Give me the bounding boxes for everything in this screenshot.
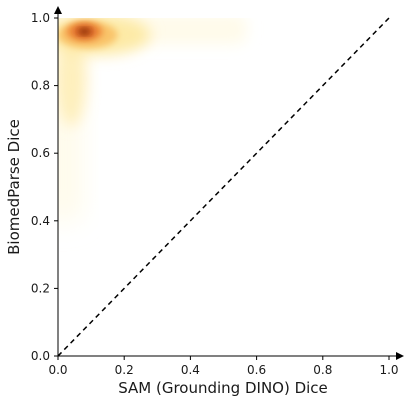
x-tick-label-1: 0.2	[115, 363, 134, 377]
y-tick-label-2: 0.4	[31, 214, 50, 228]
x-tick-label-0: 0.0	[48, 363, 67, 377]
diagonal-reference-line	[57, 17, 390, 357]
density-layer	[58, 18, 247, 221]
x-tick-label-2: 0.4	[181, 363, 200, 377]
x-tick-label-3: 0.6	[247, 363, 266, 377]
y-axis-title: BiomedParse Dice	[5, 119, 23, 255]
density-peak	[79, 28, 90, 35]
y-axis-arrow	[54, 6, 62, 14]
x-axis-ticks: 0.0 0.2 0.4 0.6 0.8 1.0	[48, 356, 399, 377]
x-tick-label-5: 1.0	[379, 363, 398, 377]
y-tick-label-3: 0.6	[31, 146, 50, 160]
density-left-cloud	[58, 31, 87, 127]
y-tick-label-1: 0.2	[31, 281, 50, 295]
y-tick-label-5: 1.0	[31, 11, 50, 25]
y-axis-ticks: 0.0 0.2 0.4 0.6 0.8 1.0	[31, 11, 58, 363]
y-tick-label-4: 0.8	[31, 79, 50, 93]
x-axis-arrow	[396, 352, 404, 360]
x-tick-label-4: 0.8	[313, 363, 332, 377]
y-tick-label-0: 0.0	[31, 349, 50, 363]
x-axis-title: SAM (Grounding DINO) Dice	[118, 379, 328, 397]
